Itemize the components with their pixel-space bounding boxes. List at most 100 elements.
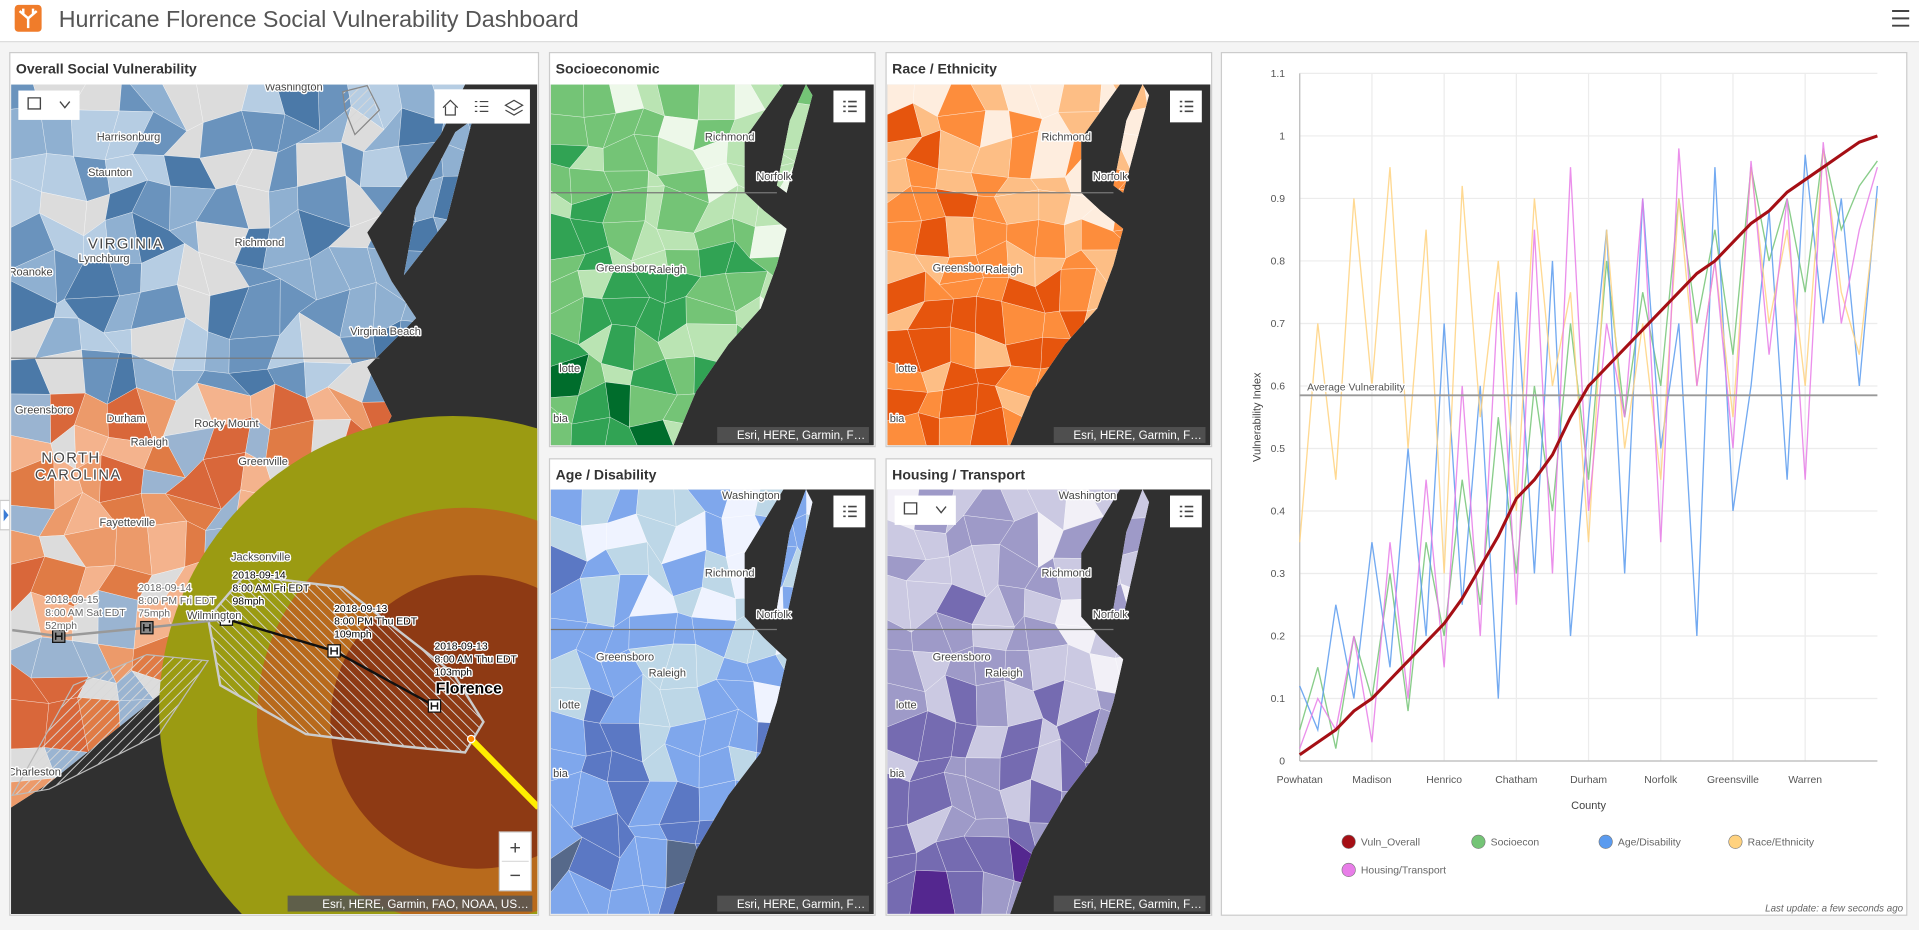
forecast-label: 2018-09-13: [434, 642, 487, 653]
y-tick-label: 0.4: [1271, 507, 1286, 518]
forecast-label: 8:00 AM Thu EDT: [434, 655, 517, 666]
storm-hatch-west: [11, 653, 210, 797]
series-line: [1299, 148, 1878, 749]
legend-swatch[interactable]: [1598, 834, 1613, 849]
zoom-in[interactable]: +: [510, 837, 521, 859]
y-tick-label: 1: [1279, 132, 1285, 143]
storm-position: [466, 734, 476, 744]
map-view: Washington Richmond Norfolk Greensboro Ralei…: [887, 489, 1211, 914]
county: [1034, 219, 1067, 259]
attribution: Esri, HERE, Garmin, FAO, NOAA, US…: [322, 898, 528, 911]
y-tick-label: 0.8: [1271, 257, 1286, 268]
county: [697, 84, 736, 121]
place-label: Roanoke: [9, 266, 53, 278]
place-label: Richmond: [705, 132, 755, 144]
list-icon[interactable]: [843, 100, 857, 113]
forecast-label: 75mph: [138, 609, 170, 620]
legend-label[interactable]: Socioecon: [1491, 837, 1540, 848]
panel-title: Housing / Transport: [892, 467, 1025, 483]
legend-item[interactable]: Housing/Transport: [1341, 862, 1446, 877]
legend-item[interactable]: Age/Disability: [1598, 834, 1682, 849]
place-label: Richmond: [1041, 567, 1091, 579]
layers-icon[interactable]: [504, 99, 524, 116]
attribution: Esri, HERE, Garmin, F…: [1073, 429, 1201, 442]
panel-title: Age / Disability: [556, 467, 657, 483]
county: [909, 870, 956, 914]
legend-button[interactable]: [1170, 495, 1202, 528]
legend-swatch[interactable]: [1341, 834, 1356, 849]
legend-label[interactable]: Race/Ethnicity: [1748, 837, 1815, 848]
county: [568, 869, 612, 914]
place-label: Greensboro: [933, 263, 991, 275]
logo-icon: [18, 8, 38, 29]
place-label: NORTH: [41, 451, 100, 467]
legend-item[interactable]: Race/Ethnicity: [1728, 834, 1815, 849]
x-tick-label: Powhatan: [1277, 775, 1323, 786]
panel-title: Socioeconomic: [556, 60, 660, 76]
series-line: [1298, 134, 1878, 757]
legend-label[interactable]: Vuln_Overall: [1361, 837, 1420, 848]
selection-button[interactable]: [18, 90, 80, 120]
legend-item[interactable]: Vuln_Overall: [1341, 834, 1420, 849]
select-icon[interactable]: [27, 97, 71, 110]
county: [604, 416, 638, 446]
place-label: Lynchburg: [79, 253, 130, 265]
y-tick-label: 0: [1279, 757, 1285, 768]
place-label: Staunton: [88, 167, 132, 179]
place-label: Washington: [1059, 490, 1117, 502]
county: [11, 393, 51, 444]
attribution-bg: [717, 427, 869, 443]
storm-marker-icon: [430, 702, 439, 710]
legend-label[interactable]: Age/Disability: [1618, 837, 1682, 848]
zoom-out[interactable]: −: [510, 865, 521, 887]
average-label: Average Vulnerability: [1307, 382, 1405, 393]
panel-title: Race / Ethnicity: [892, 60, 997, 76]
hatch-north: [341, 84, 381, 136]
place-label: lotte: [559, 699, 580, 711]
county: [887, 869, 917, 914]
county: [1143, 84, 1150, 115]
list-icon[interactable]: [843, 505, 857, 518]
attribution-bg: [717, 895, 869, 912]
attribution: Esri, HERE, Garmin, F…: [1073, 898, 1201, 911]
place-label: Raleigh: [649, 264, 686, 276]
legend-label[interactable]: Housing/Transport: [1361, 866, 1446, 877]
zoom-control[interactable]: +−: [498, 831, 532, 892]
panel-title: Overall Social Vulnerability: [16, 60, 197, 76]
forecast-label: 2018-09-13: [334, 604, 387, 615]
past-track: [12, 617, 227, 638]
place-label: lotte: [896, 699, 917, 711]
forecast-label: 8:00 AM Fri EDT: [233, 584, 310, 595]
place-label: Raleigh: [985, 668, 1022, 680]
forecast-label: 52mph: [45, 621, 77, 632]
legend-button[interactable]: [833, 90, 866, 123]
place-label: Washington: [265, 82, 323, 94]
legend-swatch[interactable]: [1471, 834, 1486, 849]
attribution: Esri, HERE, Garmin, F…: [737, 429, 865, 442]
y-tick-label: 0.5: [1271, 444, 1286, 455]
y-tick-label: 0.3: [1271, 569, 1286, 580]
place-label: Raleigh: [649, 668, 686, 680]
legend-swatch[interactable]: [1341, 862, 1356, 877]
legend-swatch[interactable]: [1728, 834, 1743, 849]
list-icon[interactable]: [1179, 100, 1194, 113]
place-label: bia: [890, 768, 906, 780]
hurricane-layer: [11, 84, 538, 914]
home-icon[interactable]: [442, 99, 459, 116]
place-label: Raleigh: [131, 436, 168, 448]
forecast-label: 2018-09-14: [233, 571, 286, 582]
legend-item[interactable]: Socioecon: [1471, 834, 1540, 849]
county: [97, 590, 139, 650]
place-label: Wilmington: [187, 610, 241, 622]
legend-button[interactable]: [833, 495, 866, 528]
y-tick-label: 0.9: [1271, 194, 1286, 205]
y-tick-label: 1.1: [1271, 69, 1286, 80]
menu-button[interactable]: [1889, 7, 1912, 30]
forecast-label: 2018-09-15: [45, 595, 98, 606]
select-icon[interactable]: [903, 502, 947, 515]
legend-button[interactable]: [1170, 90, 1202, 123]
selection-button[interactable]: [894, 495, 956, 525]
list-icon[interactable]: [474, 100, 489, 112]
list-icon[interactable]: [1179, 505, 1194, 518]
county: [981, 871, 1015, 914]
